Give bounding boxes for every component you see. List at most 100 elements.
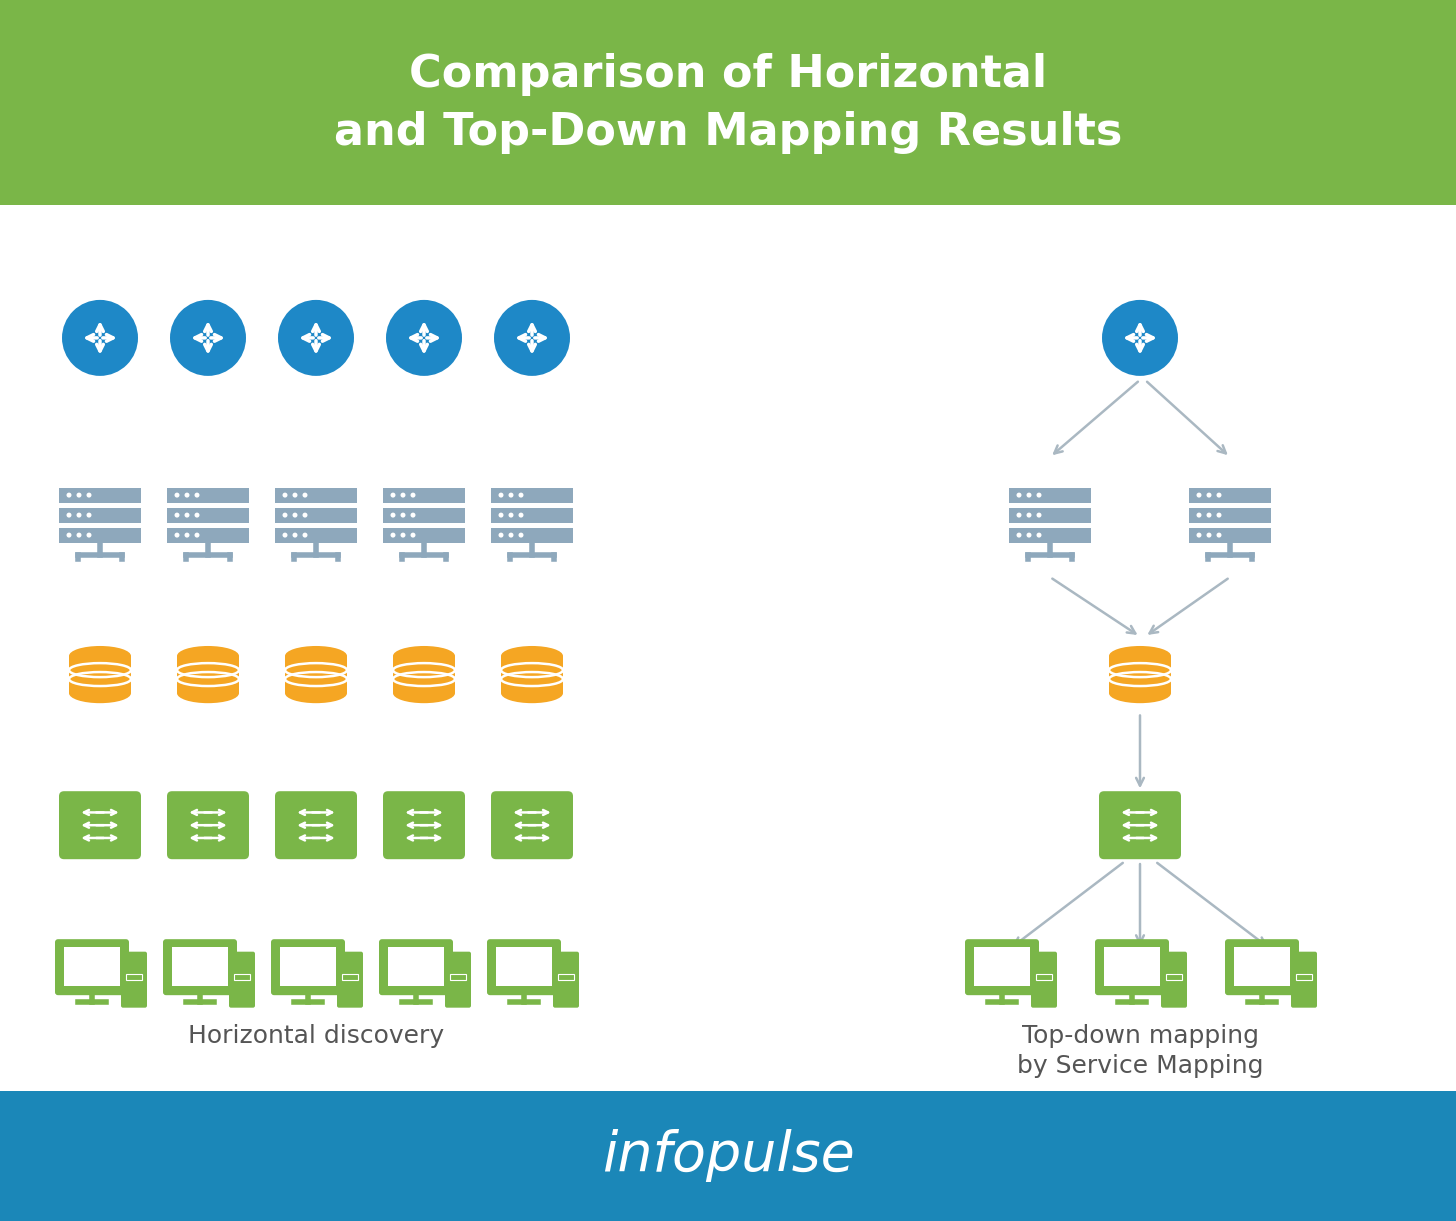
Circle shape (1026, 513, 1031, 518)
Ellipse shape (393, 646, 454, 665)
Bar (1037, 973, 1053, 979)
Circle shape (278, 300, 354, 376)
FancyBboxPatch shape (383, 527, 464, 542)
Circle shape (185, 532, 189, 537)
Circle shape (498, 513, 504, 518)
Bar (178, 656, 239, 694)
FancyBboxPatch shape (167, 791, 249, 860)
Bar (1104, 947, 1160, 987)
FancyBboxPatch shape (491, 508, 574, 523)
Circle shape (390, 532, 396, 537)
Ellipse shape (501, 646, 563, 665)
Circle shape (1207, 492, 1211, 498)
Circle shape (411, 532, 415, 537)
FancyBboxPatch shape (1190, 508, 1271, 523)
Circle shape (293, 532, 297, 537)
Ellipse shape (1109, 646, 1171, 665)
Ellipse shape (178, 684, 239, 703)
FancyBboxPatch shape (1099, 791, 1181, 860)
Circle shape (400, 513, 406, 518)
FancyBboxPatch shape (1190, 527, 1271, 542)
FancyBboxPatch shape (1291, 951, 1318, 1007)
Circle shape (282, 492, 287, 498)
Circle shape (1016, 532, 1022, 537)
FancyBboxPatch shape (1031, 951, 1057, 1007)
Bar (234, 973, 250, 979)
FancyBboxPatch shape (275, 508, 357, 523)
FancyBboxPatch shape (965, 939, 1040, 995)
FancyBboxPatch shape (163, 939, 237, 995)
Circle shape (303, 492, 307, 498)
Text: by Service Mapping: by Service Mapping (1016, 1054, 1264, 1078)
Bar (1166, 973, 1182, 979)
FancyBboxPatch shape (486, 939, 561, 995)
FancyBboxPatch shape (275, 527, 357, 542)
Circle shape (411, 513, 415, 518)
FancyBboxPatch shape (383, 791, 464, 860)
Bar (68, 656, 131, 694)
Circle shape (1026, 532, 1031, 537)
Text: and Top-Down Mapping Results: and Top-Down Mapping Results (333, 111, 1123, 154)
Bar (501, 656, 563, 694)
FancyBboxPatch shape (383, 487, 464, 503)
FancyBboxPatch shape (491, 487, 574, 503)
Circle shape (86, 513, 92, 518)
Bar (172, 947, 229, 987)
Circle shape (1016, 513, 1022, 518)
Circle shape (400, 532, 406, 537)
Circle shape (86, 532, 92, 537)
Ellipse shape (501, 684, 563, 703)
FancyBboxPatch shape (1009, 487, 1091, 503)
Ellipse shape (285, 684, 347, 703)
Circle shape (185, 513, 189, 518)
FancyBboxPatch shape (60, 487, 141, 503)
Ellipse shape (285, 646, 347, 665)
Text: Comparison of Horizontal: Comparison of Horizontal (409, 53, 1047, 96)
Circle shape (1197, 492, 1201, 498)
Bar (0, 0, 1456, 205)
Circle shape (195, 532, 199, 537)
Circle shape (185, 492, 189, 498)
Bar (280, 947, 336, 987)
FancyBboxPatch shape (379, 939, 453, 995)
FancyBboxPatch shape (167, 508, 249, 523)
Circle shape (386, 300, 462, 376)
FancyBboxPatch shape (1009, 508, 1091, 523)
Bar (387, 947, 444, 987)
Bar (1109, 656, 1171, 694)
Bar (64, 947, 119, 987)
Circle shape (282, 513, 287, 518)
Ellipse shape (68, 684, 131, 703)
FancyBboxPatch shape (491, 791, 574, 860)
FancyBboxPatch shape (383, 508, 464, 523)
Circle shape (390, 513, 396, 518)
Circle shape (175, 532, 179, 537)
Circle shape (1037, 532, 1041, 537)
Circle shape (1217, 492, 1222, 498)
FancyBboxPatch shape (60, 527, 141, 542)
FancyBboxPatch shape (121, 951, 147, 1007)
Circle shape (67, 532, 71, 537)
FancyBboxPatch shape (1190, 487, 1271, 503)
FancyBboxPatch shape (1009, 527, 1091, 542)
Circle shape (498, 532, 504, 537)
FancyBboxPatch shape (553, 951, 579, 1007)
Bar (1235, 947, 1290, 987)
Circle shape (195, 513, 199, 518)
Circle shape (77, 513, 82, 518)
Circle shape (508, 513, 514, 518)
FancyBboxPatch shape (229, 951, 255, 1007)
Circle shape (170, 300, 246, 376)
Ellipse shape (393, 684, 454, 703)
Circle shape (195, 492, 199, 498)
Circle shape (303, 532, 307, 537)
Circle shape (1207, 513, 1211, 518)
Circle shape (390, 492, 396, 498)
Circle shape (1037, 492, 1041, 498)
Circle shape (1037, 513, 1041, 518)
FancyBboxPatch shape (446, 951, 470, 1007)
Circle shape (494, 300, 569, 376)
Ellipse shape (1109, 684, 1171, 703)
FancyBboxPatch shape (167, 487, 249, 503)
Circle shape (1197, 513, 1201, 518)
